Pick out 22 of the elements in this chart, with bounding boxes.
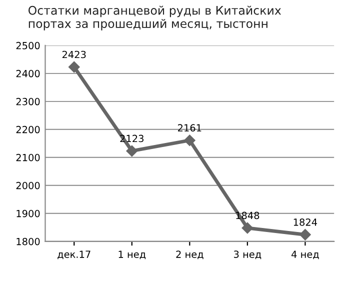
data-label: 2161 — [178, 124, 202, 132]
x-tick-label: 4 нед — [292, 250, 319, 260]
data-label: 1824 — [294, 218, 318, 226]
data-label: 2423 — [62, 50, 86, 58]
y-tick-label: 2100 — [16, 154, 40, 162]
point — [242, 222, 254, 234]
y-tick-label: 2200 — [16, 126, 40, 134]
x-tick-label: 1 нед — [118, 250, 146, 260]
point — [184, 134, 196, 146]
y-tick-label: 1800 — [16, 238, 40, 246]
point — [68, 61, 80, 73]
y-tick-label: 2500 — [16, 42, 40, 50]
x-tick-label: 2 нед — [176, 250, 204, 260]
y-tick-label: 2300 — [16, 98, 40, 106]
point — [300, 229, 311, 240]
y-tick-label: 1900 — [16, 210, 40, 218]
y-tick-label: 2000 — [16, 182, 40, 190]
y-tick-label: 2400 — [16, 70, 40, 78]
x-tick-label: 3 нед — [234, 250, 262, 260]
point — [126, 145, 138, 157]
chart-title: Остатки марганцевой руды в Китайских портах за прошедший месяц, тыстонн — [28, 6, 282, 30]
x-tick-label: дек.17 — [58, 250, 90, 260]
